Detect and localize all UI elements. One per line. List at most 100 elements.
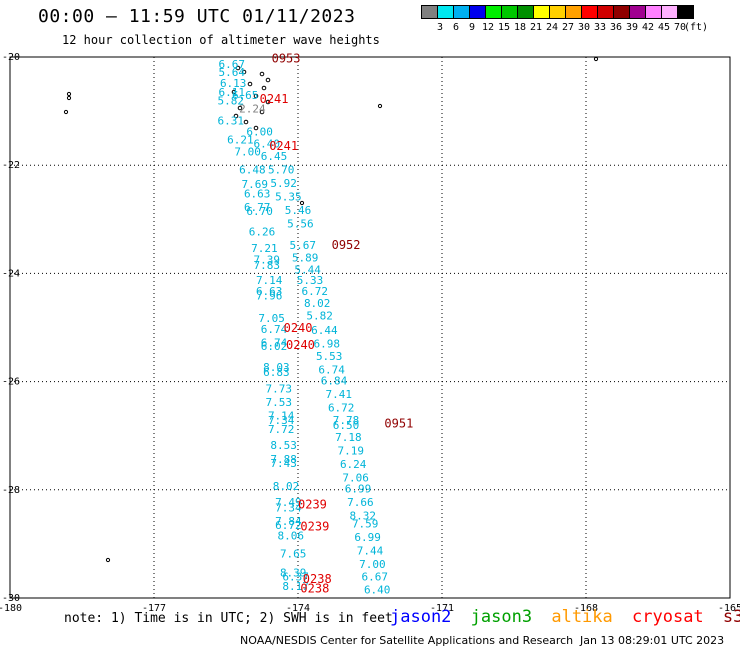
wave-height-label: 6.21 bbox=[227, 134, 254, 147]
island-shape bbox=[259, 71, 265, 77]
legend-label: 18 bbox=[513, 22, 527, 33]
wave-height-label: 5.44 bbox=[294, 263, 321, 276]
wave-height-label: 6.48 bbox=[239, 163, 266, 176]
y-tick-label: -26 bbox=[2, 377, 20, 388]
wave-height-label: 6.65 bbox=[232, 89, 259, 102]
wave-height-label: 7.72 bbox=[268, 423, 295, 436]
legend-swatch bbox=[677, 5, 694, 19]
x-tick-label: -177 bbox=[142, 603, 166, 614]
satellite-legend: jason2 jason3 altika cryosat s3a bbox=[390, 607, 740, 627]
island-shape bbox=[259, 109, 265, 115]
satellite-cryosat: cryosat bbox=[632, 607, 704, 627]
color-legend bbox=[421, 5, 694, 19]
pass-time-label: 0238 bbox=[300, 582, 329, 596]
wave-height-label: 6.98 bbox=[314, 338, 341, 351]
wave-height-label: 7.06 bbox=[342, 472, 369, 485]
wave-height-label: 6.72 bbox=[275, 519, 302, 532]
wave-height-label: 6.72 bbox=[328, 401, 355, 414]
wave-height-label: 7.34 bbox=[275, 501, 302, 514]
legend-label: (ft) bbox=[683, 22, 709, 33]
island-shape bbox=[593, 56, 599, 62]
pass-time-label: 0239 bbox=[298, 498, 327, 512]
wave-height-label: 8.39 bbox=[280, 566, 307, 579]
wave-height-label: 6.63 bbox=[256, 285, 283, 298]
wave-height-label: 7.00 bbox=[359, 558, 386, 571]
legend-label: 3 bbox=[436, 22, 444, 33]
wave-height-label: 6.45 bbox=[261, 150, 288, 163]
legend-label: 6 bbox=[452, 22, 460, 33]
y-tick-label: -22 bbox=[2, 160, 20, 171]
pass-time-label: 0241 bbox=[269, 139, 298, 153]
y-tick-label: -20 bbox=[2, 52, 20, 63]
wave-height-label: 6.24 bbox=[340, 458, 367, 471]
legend-label: 21 bbox=[529, 22, 543, 33]
island-shape bbox=[233, 113, 239, 119]
wave-height-label: 5.53 bbox=[316, 350, 343, 363]
legend-label: 15 bbox=[497, 22, 511, 33]
pass-time-label: 0240 bbox=[286, 338, 315, 352]
wave-height-label: 6.00 bbox=[246, 125, 273, 138]
wave-height-label: 7.00 bbox=[234, 145, 261, 158]
wave-height-label: 6.72 bbox=[302, 285, 329, 298]
island-shape bbox=[235, 65, 241, 71]
wave-height-label: 7.69 bbox=[242, 178, 269, 191]
island-shape bbox=[377, 103, 383, 109]
wave-height-label: 7.78 bbox=[333, 414, 360, 427]
legend-label: 42 bbox=[641, 22, 655, 33]
wave-height-label: 5.35 bbox=[275, 190, 302, 203]
wave-height-label: 8.03 bbox=[263, 361, 290, 374]
wave-height-label: 6.31 bbox=[218, 115, 245, 128]
wave-height-label: 7.73 bbox=[266, 382, 293, 395]
credit-line: NOAA/NESDIS Center for Satellite Applica… bbox=[240, 634, 574, 647]
wave-height-label: 6.11 bbox=[219, 86, 246, 99]
pass-time-label: 0241 bbox=[260, 92, 289, 106]
wave-height-label: 5.64 bbox=[219, 66, 246, 79]
x-tick-label: -171 bbox=[430, 603, 454, 614]
island-shape bbox=[105, 557, 111, 563]
wave-height-label: 6.40 bbox=[364, 584, 391, 597]
island-shape bbox=[265, 77, 271, 83]
wave-height-label: 8.02 bbox=[304, 297, 331, 310]
satellite-s3a: s3a bbox=[722, 607, 740, 627]
wave-height-label: 8.32 bbox=[350, 510, 377, 523]
island-shape bbox=[63, 109, 69, 115]
island-shape bbox=[253, 125, 259, 131]
wave-height-label: 7.59 bbox=[352, 518, 379, 531]
wave-height-label: 5.70 bbox=[268, 163, 295, 176]
island-shape bbox=[247, 81, 253, 87]
wave-height-label: 6.26 bbox=[249, 226, 276, 239]
wave-height-label: 6.02 bbox=[261, 340, 288, 353]
page-title: 00:00 — 11:59 UTC 01/11/2023 bbox=[38, 6, 356, 27]
wave-height-label: 6.13 bbox=[220, 77, 247, 90]
legend-label: 45 bbox=[657, 22, 671, 33]
page-subtitle: 12 hour collection of altimeter wave hei… bbox=[62, 33, 380, 47]
island-shape bbox=[66, 95, 72, 101]
wave-height-label: 7.88 bbox=[270, 453, 297, 466]
wave-height-label: 7.53 bbox=[266, 396, 293, 409]
footnote: note: 1) Time is in UTC; 2) SWH is in fe… bbox=[64, 611, 393, 626]
wave-height-label: 7.83 bbox=[254, 259, 281, 272]
wave-height-label: 6.40 bbox=[254, 137, 281, 150]
wave-height-label: 7.41 bbox=[326, 388, 353, 401]
wave-height-label: 6.70 bbox=[246, 205, 273, 218]
wave-height-label: 8.17 bbox=[282, 580, 309, 593]
x-tick-label: -165 bbox=[718, 603, 740, 614]
island-shape bbox=[253, 93, 259, 99]
wave-height-label: 7.49 bbox=[275, 496, 302, 509]
pass-time-label: 0951 bbox=[384, 417, 413, 431]
wave-height-label: 7.19 bbox=[338, 445, 365, 458]
island-shape bbox=[243, 119, 249, 125]
island-shape bbox=[237, 105, 243, 111]
wave-height-label: 8.06 bbox=[278, 530, 305, 543]
wave-height-label: 6.44 bbox=[311, 324, 338, 337]
wave-height-label: 2.24 bbox=[239, 103, 266, 116]
wave-height-label: 7.84 bbox=[275, 515, 302, 528]
y-tick-label: -30 bbox=[2, 593, 20, 604]
pass-time-label: 0952 bbox=[332, 238, 361, 252]
wave-height-label: 5.33 bbox=[297, 274, 324, 287]
wave-height-label: 7.21 bbox=[251, 242, 278, 255]
wave-height-label: 7.14 bbox=[256, 274, 283, 287]
wave-height-label: 6.83 bbox=[263, 366, 290, 379]
wave-height-label: 6.74 bbox=[318, 363, 345, 376]
